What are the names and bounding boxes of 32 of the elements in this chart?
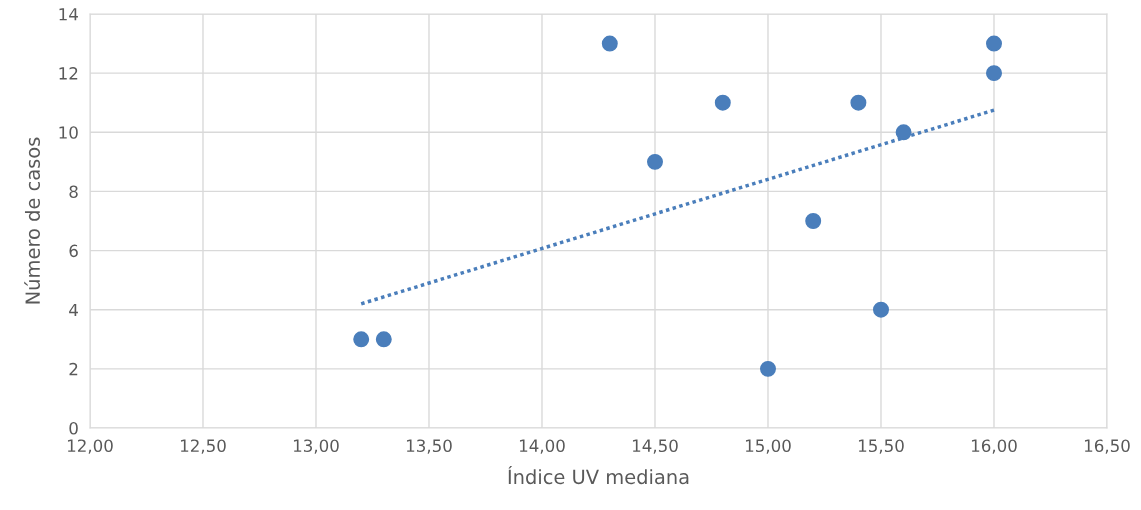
- y-tick-label: 4: [69, 303, 78, 317]
- point: [873, 301, 889, 318]
- y-tick-label: 6: [69, 244, 78, 258]
- point: [375, 331, 392, 348]
- point: [760, 360, 776, 377]
- point: [601, 35, 618, 52]
- point: [895, 124, 912, 141]
- x-tick-label: 13,00: [293, 439, 339, 454]
- point: [353, 331, 370, 348]
- y-tick-label: 12: [59, 67, 78, 80]
- x-tick-label: 15,50: [858, 439, 904, 454]
- y-axis-title: Número de casos: [24, 137, 41, 304]
- x-tick-label: 16,50: [1084, 439, 1130, 454]
- x-tick-label: 14,00: [519, 439, 565, 454]
- y-tick-label: 2: [69, 362, 78, 376]
- y-tick-label: 0: [69, 421, 78, 435]
- y-tick-label: 10: [59, 126, 78, 139]
- point: [805, 213, 822, 229]
- point: [986, 65, 1002, 82]
- x-tick-label: 14,50: [632, 439, 678, 454]
- point: [986, 35, 1002, 52]
- y-tick-label: 14: [59, 8, 78, 21]
- y-tick-label: 8: [69, 185, 78, 198]
- x-tick-label: 15,00: [745, 439, 791, 454]
- point: [714, 94, 731, 111]
- x-tick-label: 12,50: [180, 439, 226, 454]
- x-axis-title: Índice UV mediana: [508, 465, 689, 485]
- x-tick-label: 16,00: [971, 439, 1017, 454]
- point: [850, 94, 867, 111]
- x-tick-label: 13,50: [406, 439, 452, 454]
- x-tick-label: 12,00: [67, 439, 113, 454]
- point: [647, 153, 663, 170]
